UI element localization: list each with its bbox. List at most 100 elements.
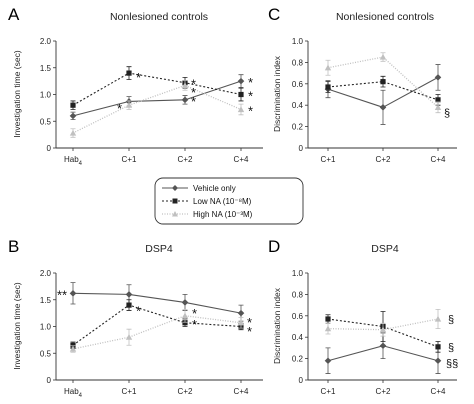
data-point-low-na xyxy=(435,97,441,103)
y-tick-label: 2.0 xyxy=(40,37,52,46)
legend: Vehicle only Low NA (10⁻⁸M) High NA (10⁻… xyxy=(154,177,304,225)
x-tick-label: C+1 xyxy=(122,155,137,164)
y-axis-label-a: Investigation time (sec) xyxy=(12,50,22,138)
y-tick-label: 1.0 xyxy=(40,91,52,100)
y-axis-label-c: Discrimination index xyxy=(272,55,282,132)
y-tick-label: 0 xyxy=(299,376,304,385)
significance-annotation: * xyxy=(248,75,253,90)
square-marker-icon xyxy=(172,198,178,204)
panel-letter-a: A xyxy=(8,5,20,24)
data-point-vehicle xyxy=(69,290,77,297)
legend-label-vehicle: Vehicle only xyxy=(193,184,236,193)
data-point-high-na xyxy=(237,106,245,113)
significance-annotation: * xyxy=(247,324,252,339)
x-tick-label: C+2 xyxy=(178,387,193,396)
series-high-na xyxy=(324,308,442,337)
panel-letter-c: C xyxy=(268,5,280,24)
data-point-vehicle xyxy=(125,291,133,298)
y-tick-label: 0.6 xyxy=(292,80,304,89)
data-point-high-na xyxy=(69,129,77,136)
significance-annotation: * xyxy=(117,101,122,116)
data-point-high-na xyxy=(69,345,77,352)
significance-annotation: § xyxy=(448,342,454,354)
data-point-low-na xyxy=(182,320,188,326)
panel-b: B DSP4 Investigation time (sec) 0 0.5 1.0 1.5 2… xyxy=(8,237,263,399)
series-vehicle xyxy=(324,332,442,374)
significance-annotation: * xyxy=(248,89,253,104)
significance-annotation: * xyxy=(136,303,141,318)
y-tick-label: 0.2 xyxy=(292,123,304,132)
panel-d: D DSP4 Discrimination index 0 0.2 0.4 0.6 0.8 1.… xyxy=(268,237,458,396)
legend-entry-vehicle: Vehicle only xyxy=(162,184,236,193)
y-tick-label: 1.5 xyxy=(40,64,52,73)
series-high-na xyxy=(324,52,442,114)
series-low-na xyxy=(70,66,244,110)
data-point-low-na xyxy=(126,302,132,308)
significance-annotation: * xyxy=(247,315,252,330)
x-tick-label: C+2 xyxy=(376,155,391,164)
triangle-marker-icon xyxy=(172,211,178,217)
panel-a: A Nonlesioned controls Investigation time … xyxy=(8,5,263,167)
data-point-high-na xyxy=(324,64,332,71)
y-tick-label: 0.8 xyxy=(292,290,304,299)
data-point-low-na xyxy=(238,91,244,98)
y-tick-label: 0.4 xyxy=(292,333,304,342)
series-low-na xyxy=(70,299,244,349)
series-line-high-na xyxy=(327,56,439,108)
data-point-vehicle xyxy=(237,309,245,317)
data-point-high-na xyxy=(181,312,189,319)
significance-annotation: § xyxy=(444,108,450,120)
x-tick-label: C+4 xyxy=(234,155,249,164)
x-tick-label: Hab4 xyxy=(64,387,83,399)
data-point-low-na xyxy=(325,316,331,322)
x-tick-label: C+1 xyxy=(321,155,336,164)
data-point-vehicle xyxy=(237,77,245,85)
series-line-low-na xyxy=(72,304,242,346)
data-point-low-na xyxy=(325,84,331,90)
y-tick-label: 0.2 xyxy=(292,355,304,364)
data-point-high-na xyxy=(181,82,189,89)
data-point-vehicle xyxy=(181,96,189,104)
y-tick-label: 0.5 xyxy=(40,349,52,358)
series-line-low-na xyxy=(327,81,439,101)
y-tick-label: 0.8 xyxy=(292,58,304,67)
data-point-vehicle xyxy=(181,299,189,306)
data-point-vehicle xyxy=(324,357,332,365)
significance-annotation: * xyxy=(191,85,196,100)
x-tick-label: C+1 xyxy=(122,387,137,396)
data-point-high-na xyxy=(379,326,387,333)
data-point-high-na xyxy=(434,104,442,110)
x-tick-label: C+4 xyxy=(431,155,446,164)
x-tick-label: Hab4 xyxy=(64,155,83,167)
x-tick-label: C+1 xyxy=(321,387,336,396)
significance-annotation: §§ xyxy=(446,358,458,370)
y-tick-label: 1.0 xyxy=(292,37,304,46)
panel-letter-d: D xyxy=(268,237,280,256)
y-tick-label: 0 xyxy=(47,144,52,153)
data-point-vehicle xyxy=(69,112,77,120)
data-point-low-na xyxy=(435,344,441,350)
legend-box xyxy=(154,177,304,225)
series-vehicle xyxy=(69,282,245,322)
significance-annotation: ** xyxy=(57,287,67,302)
series-line-high-na xyxy=(72,315,242,350)
y-axis-label-d: Discrimination index xyxy=(272,287,282,364)
panel-letter-b: B xyxy=(8,237,19,256)
x-tick-label: C+4 xyxy=(234,387,249,396)
series-high-na xyxy=(69,308,245,353)
data-point-high-na xyxy=(125,334,133,340)
x-tick-label: C+4 xyxy=(431,387,446,396)
data-point-high-na xyxy=(125,102,133,108)
y-tick-label: 0.5 xyxy=(40,117,52,126)
panel-title-d: DSP4 xyxy=(371,243,399,255)
data-point-high-na xyxy=(434,315,442,322)
y-tick-label: 0 xyxy=(47,376,52,385)
legend-label-low-na: Low NA (10⁻⁸M) xyxy=(193,197,252,206)
series-line-vehicle xyxy=(72,292,242,314)
legend-entry-high-na: High NA (10⁻³M) xyxy=(162,210,253,219)
data-point-vehicle xyxy=(434,357,442,365)
panel-title-c: Nonlesioned controls xyxy=(336,11,434,23)
data-point-vehicle xyxy=(379,104,387,111)
series-line-low-na xyxy=(72,72,242,106)
